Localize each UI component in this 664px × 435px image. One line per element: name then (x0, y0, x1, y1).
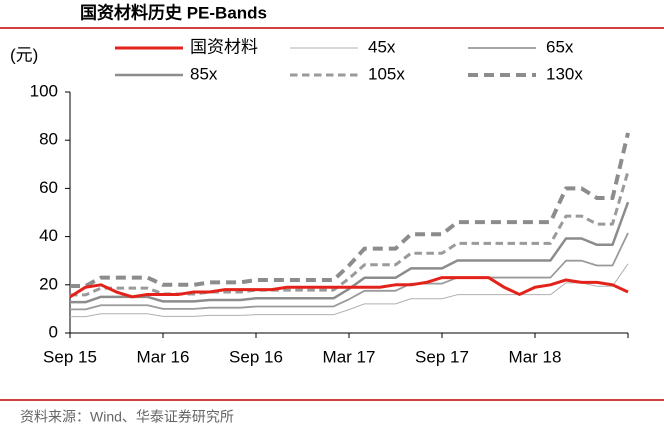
y-unit: (元) (10, 45, 38, 64)
x-tick-label: Mar 17 (323, 347, 376, 366)
series-line (70, 263, 629, 318)
y-tick-label: 80 (39, 130, 58, 149)
series-line (70, 232, 629, 311)
x-tick-label: Sep 15 (43, 347, 97, 366)
series-line (70, 171, 630, 297)
x-tick-label: Mar 18 (509, 347, 562, 366)
y-tick-label: 40 (39, 226, 58, 245)
y-tick-label: 100 (30, 81, 58, 100)
y-tick-label: 60 (39, 178, 58, 197)
y-tick-label: 20 (39, 274, 58, 293)
legend-label: 130x (546, 64, 583, 83)
legend-label: 65x (546, 37, 574, 56)
legend-label: 105x (368, 64, 405, 83)
series-line (70, 132, 630, 289)
legend-label: 85x (190, 64, 218, 83)
x-tick-label: Mar 16 (137, 347, 190, 366)
series-line (69, 276, 629, 299)
series-line (70, 201, 630, 304)
legend-label: 国资材料 (190, 37, 258, 56)
legend-label: 45x (368, 37, 396, 56)
y-tick-label: 0 (49, 322, 58, 341)
x-tick-label: Sep 17 (415, 347, 469, 366)
x-tick-label: Sep 16 (229, 347, 283, 366)
source: 资料来源：Wind、华泰证券研究所 (20, 409, 234, 425)
chart-title: 国资材料历史 PE-Bands (80, 2, 267, 22)
